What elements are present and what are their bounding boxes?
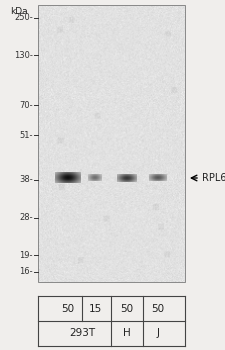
Text: 293T: 293T <box>69 329 95 338</box>
Text: 19-: 19- <box>20 251 33 259</box>
Text: 130-: 130- <box>14 50 33 60</box>
Bar <box>38 5 185 282</box>
Text: H: H <box>123 329 131 338</box>
Text: RPL6: RPL6 <box>202 173 225 183</box>
Text: 50: 50 <box>120 303 134 314</box>
Text: J: J <box>157 329 160 338</box>
Text: 16-: 16- <box>19 267 33 276</box>
Text: 15: 15 <box>88 303 102 314</box>
Text: 51-: 51- <box>20 131 33 140</box>
Text: 70-: 70- <box>19 100 33 110</box>
Text: 50: 50 <box>151 303 164 314</box>
Text: 38-: 38- <box>19 175 33 184</box>
Text: 50: 50 <box>61 303 74 314</box>
Text: kDa: kDa <box>10 7 28 16</box>
Text: 250-: 250- <box>14 14 33 22</box>
Text: 28-: 28- <box>19 214 33 223</box>
